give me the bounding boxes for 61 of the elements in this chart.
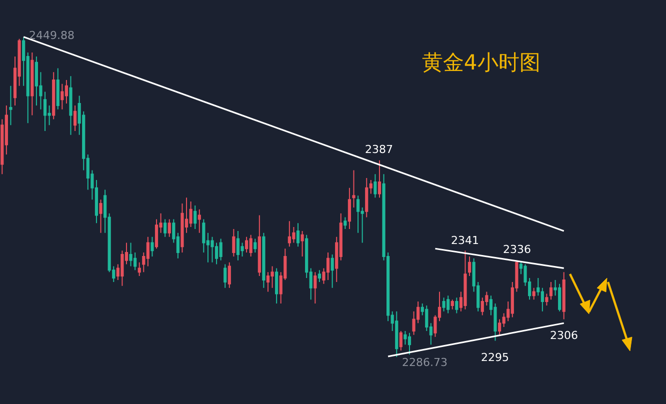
candlestick xyxy=(258,214,261,277)
candlestick xyxy=(219,238,222,261)
candlestick xyxy=(60,83,64,110)
candlestick xyxy=(318,270,321,282)
candlestick xyxy=(224,264,227,288)
annotation: 2449.88 xyxy=(29,29,74,42)
candlestick xyxy=(442,297,446,312)
candlestick xyxy=(378,160,382,198)
candlestick xyxy=(164,218,167,238)
candlestick xyxy=(348,187,352,230)
annotation: 2306 xyxy=(550,329,578,342)
candlestick xyxy=(330,254,334,288)
candlestick xyxy=(99,199,102,234)
candlestick xyxy=(408,332,412,355)
candlestick xyxy=(549,281,553,300)
annotation: 2341 xyxy=(451,234,479,247)
candlestick xyxy=(30,52,34,116)
candlestick xyxy=(232,228,236,257)
annotation: 2336 xyxy=(503,243,531,256)
candlestick xyxy=(326,252,330,280)
candlestick xyxy=(236,230,240,261)
candlestick xyxy=(296,222,300,248)
candlestick xyxy=(43,91,47,132)
candlestick xyxy=(52,72,56,120)
candlestick xyxy=(228,262,231,288)
candlestick xyxy=(562,272,566,320)
candlestick xyxy=(395,310,398,358)
candlestick xyxy=(198,208,201,234)
text: 黄金4小时图 xyxy=(422,50,540,74)
candlestick xyxy=(249,234,252,257)
candlestick xyxy=(455,297,458,314)
candlestick xyxy=(464,250,467,310)
candlestick xyxy=(150,236,154,257)
candlestick xyxy=(270,266,274,288)
candlestick xyxy=(300,230,304,257)
candlestick xyxy=(365,178,368,218)
annotation: 2295 xyxy=(481,351,509,364)
annotation: 2387 xyxy=(365,143,393,156)
candlestick xyxy=(254,238,257,254)
candlestick xyxy=(374,174,377,198)
candlestick xyxy=(129,242,132,267)
annotation: 2286.73 xyxy=(402,356,448,369)
candlestick xyxy=(532,287,536,300)
candlestick xyxy=(73,104,77,132)
candlestick xyxy=(245,236,248,254)
candlestick xyxy=(344,216,347,230)
candlestick xyxy=(262,232,266,288)
candlestick xyxy=(450,299,454,310)
candlestick xyxy=(168,218,171,238)
candlestick xyxy=(69,76,72,136)
candlestick xyxy=(210,236,214,263)
candlestick xyxy=(194,204,197,230)
candlestick xyxy=(314,272,317,304)
candlestick xyxy=(468,256,472,277)
candlestick xyxy=(545,293,548,306)
candlestick xyxy=(399,330,402,352)
candlestick xyxy=(9,85,12,126)
candlestick xyxy=(352,170,356,208)
candlestick xyxy=(138,262,141,277)
candlestick xyxy=(275,268,278,304)
candlestick xyxy=(56,68,60,110)
